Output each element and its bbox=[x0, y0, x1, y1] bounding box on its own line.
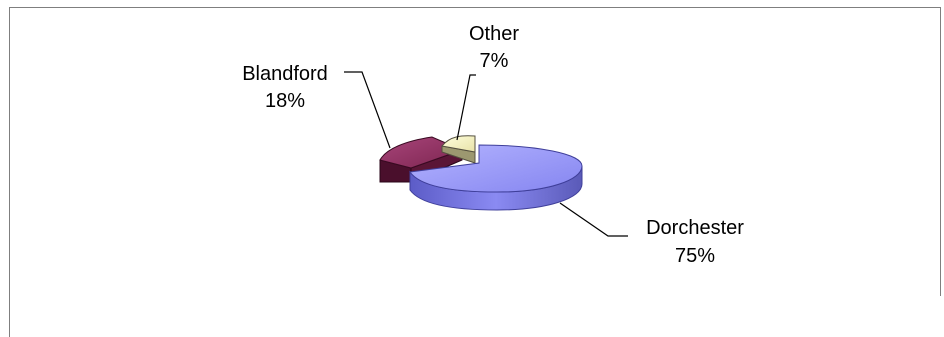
pie-slice-other-top bbox=[441, 135, 476, 153]
pie-slice-other bbox=[441, 135, 476, 164]
pie-slice-dorchester-top bbox=[409, 144, 583, 193]
leader-line-blandford bbox=[344, 71, 391, 149]
slice-label-other-value: 7% bbox=[480, 50, 509, 72]
slice-label-blandford-name: Blandford bbox=[242, 63, 328, 85]
pie-slice-dorchester bbox=[409, 144, 583, 211]
slice-label-other-name: Other bbox=[469, 23, 519, 45]
slice-label-dorchester-value: 75% bbox=[675, 245, 715, 267]
slice-label-dorchester-name: Dorchester bbox=[646, 217, 744, 239]
leader-line-other bbox=[456, 74, 476, 141]
slice-label-blandford-value: 18% bbox=[265, 90, 305, 112]
chart-border bbox=[9, 7, 941, 337]
leader-line-dorchester bbox=[559, 202, 628, 237]
